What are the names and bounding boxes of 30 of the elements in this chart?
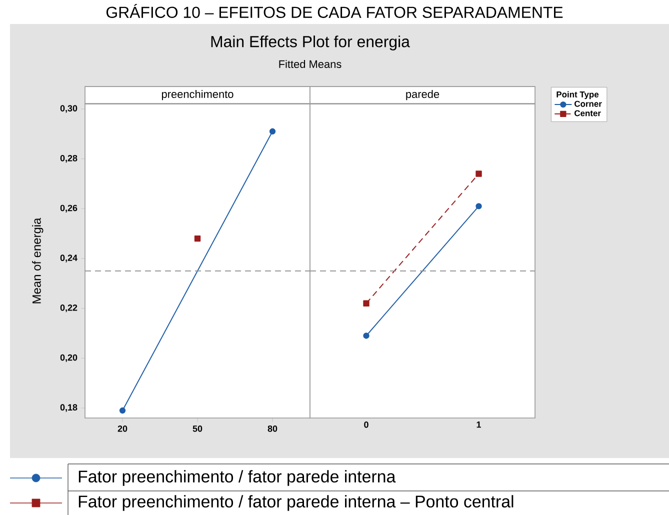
y-axis-title: Mean of energia <box>32 218 44 304</box>
x-axis-title: preenchimento <box>162 90 234 100</box>
text: GRÁFICO 10 – EFEITOS DE CADA FATOR SEPARADAMENTE <box>106 4 563 18</box>
x-tick-label: 0 <box>364 422 368 428</box>
point <box>363 300 370 306</box>
x-tick-label: 50 <box>192 426 202 432</box>
x-axis-title: parede <box>406 90 440 100</box>
y-tick-label: 0,24 <box>60 254 78 262</box>
point <box>476 203 482 210</box>
point <box>363 332 370 339</box>
point <box>119 407 126 414</box>
chart-title: Main Effects Plot for energia <box>211 36 410 50</box>
y-tick-label: 0,20 <box>60 354 78 362</box>
x-tick-label: 1 <box>476 422 481 428</box>
point <box>269 128 276 134</box>
x-tick-label: 20 <box>118 426 128 432</box>
legend-label: Corner <box>574 100 602 107</box>
y-tick-label: 0,30 <box>60 105 78 113</box>
y-tick-label: 0,22 <box>60 304 78 312</box>
legend-label: Center <box>574 110 601 116</box>
x-tick-label: 80 <box>268 426 278 432</box>
chart-subtitle: Fitted Means <box>279 60 342 68</box>
y-tick-label: 0,18 <box>60 404 78 412</box>
point <box>194 235 201 242</box>
point <box>476 170 482 177</box>
text: Fator preenchimento / fator parede interna – Ponto central <box>78 495 514 511</box>
legend-title: Point Type <box>556 91 599 100</box>
y-tick-label: 0,26 <box>60 204 78 212</box>
y-tick-label: 0,28 <box>60 154 78 163</box>
text: Fator preenchimento / fator parede interna <box>78 470 396 486</box>
